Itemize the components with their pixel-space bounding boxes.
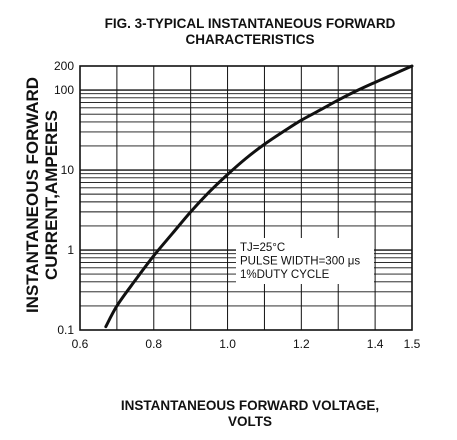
annotation-box [236, 238, 374, 284]
y-tick-label: 1 [67, 243, 74, 257]
series-line [104, 64, 414, 329]
x-axis-label-line-1: INSTANTANEOUS FORWARD VOLTAGE, [120, 398, 380, 413]
chart-title: FIG. 3-TYPICAL INSTANTANEOUS FORWARD CHA… [60, 16, 440, 48]
chart-title-line-1: FIG. 3-TYPICAL INSTANTANEOUS FORWARD [104, 16, 396, 31]
x-axis-label-line-2: VOLTS [227, 414, 272, 429]
annotation-text: 1%DUTY CYCLE [240, 269, 330, 281]
x-tick-label: 0.6 [72, 337, 89, 351]
x-tick-label: 1.4 [367, 337, 384, 351]
y-tick-label: 0.1 [57, 323, 74, 337]
y-tick-label: 100 [54, 83, 74, 97]
x-tick-label: 1.2 [293, 337, 310, 351]
y-tick-label: 200 [54, 59, 74, 73]
x-tick-label: 1.5 [404, 337, 421, 351]
plot-frame [79, 65, 413, 331]
x-tick-label: 0.8 [145, 337, 162, 351]
y-tick-label: 10 [61, 163, 75, 177]
annotation-text: TJ=25°C [240, 242, 285, 254]
chart-title-line-2: CHARACTERISTICS [185, 32, 315, 47]
x-tick-label: 1.0 [219, 337, 236, 351]
annotation-text: PULSE WIDTH=300 μs [240, 256, 360, 268]
x-axis-label: INSTANTANEOUS FORWARD VOLTAGE, VOLTS [60, 398, 440, 430]
